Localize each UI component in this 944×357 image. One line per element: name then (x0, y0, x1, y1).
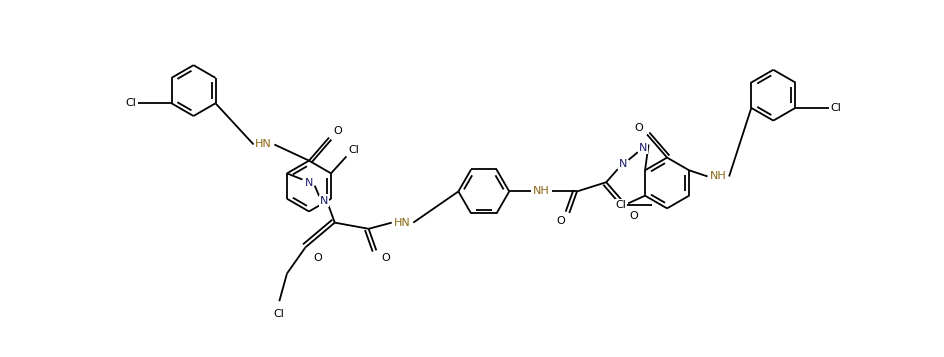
Text: HN: HN (395, 218, 411, 228)
Text: NH: NH (533, 186, 550, 196)
Text: O: O (381, 253, 390, 263)
Text: N: N (304, 177, 312, 187)
Text: O: O (630, 211, 638, 221)
Text: Cl: Cl (831, 103, 842, 113)
Text: N: N (639, 143, 648, 153)
Text: HN: HN (255, 140, 272, 150)
Text: O: O (556, 216, 565, 226)
Text: Cl: Cl (615, 200, 627, 210)
Text: N: N (619, 159, 628, 169)
Text: Cl: Cl (274, 309, 285, 319)
Text: NH: NH (710, 171, 727, 181)
Text: Cl: Cl (348, 145, 359, 155)
Text: N: N (320, 196, 329, 206)
Text: Cl: Cl (126, 98, 136, 108)
Text: O: O (313, 253, 322, 263)
Text: O: O (333, 126, 342, 136)
Text: O: O (634, 123, 643, 133)
